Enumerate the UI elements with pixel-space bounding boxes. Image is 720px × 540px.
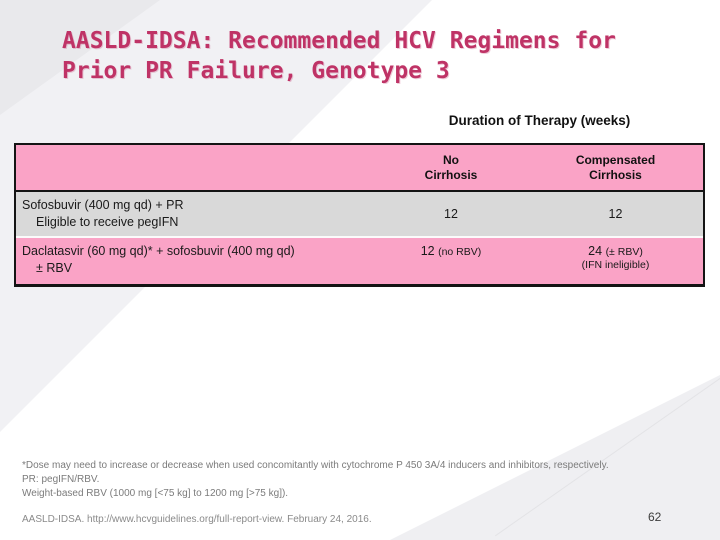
citation: AASLD-IDSA. http://www.hcvguidelines.org… xyxy=(22,514,372,525)
table-caption: Duration of Therapy (weeks) xyxy=(448,113,631,128)
regimen-label-line2: Eligible to receive pegIFN xyxy=(36,215,179,229)
footnote-pr: PR: pegIFN/RBV. xyxy=(22,474,100,485)
value-daclatasvir-compensated: 24 (± RBV) (IFN ineligible) xyxy=(528,238,703,284)
regimen-label-line1: Daclatasvir (60 mg qd)* + sofosbuvir (40… xyxy=(22,244,295,258)
regimen-label-line1: Sofosbuvir (400 mg qd) + PR xyxy=(22,198,184,212)
corner-decoration-bottom-right xyxy=(390,375,720,540)
slide-title-line-1: AASLD-IDSA: Recommended HCV Regimens for xyxy=(62,28,616,54)
footnote-rbv: Weight-based RBV (1000 mg [<75 kg] to 12… xyxy=(22,488,289,499)
footnotes: *Dose may need to increase or decrease w… xyxy=(22,459,714,501)
header-compensated-line2: Cirrhosis xyxy=(589,167,642,182)
regimen-label-daclatasvir: Daclatasvir (60 mg qd)* + sofosbuvir (40… xyxy=(16,238,374,284)
slide-title-line-2: Prior PR Failure, Genotype 3 xyxy=(62,58,450,84)
table-row-daclatasvir: Daclatasvir (60 mg qd)* + sofosbuvir (40… xyxy=(16,236,703,284)
footnote-dose: *Dose may need to increase or decrease w… xyxy=(22,460,609,471)
regimen-label-sofosbuvir: Sofosbuvir (400 mg qd) + PR Eligible to … xyxy=(16,192,374,236)
value-note: (± RBV) xyxy=(605,246,643,258)
header-no-cirrhosis-line2: Cirrhosis xyxy=(424,167,478,182)
header-cell-regimen xyxy=(16,145,374,190)
regimen-table: No Cirrhosis Compensated Cirrhosis Sofos… xyxy=(14,143,705,287)
value-sofosbuvir-compensated: 12 xyxy=(608,207,623,221)
value-sofosbuvir-no-cirrhosis: 12 xyxy=(444,207,458,221)
regimen-label-line2: ± RBV xyxy=(36,261,73,275)
value-note: (no RBV) xyxy=(438,246,482,258)
header-no-cirrhosis-line1: No xyxy=(443,152,459,167)
value-main: 12 xyxy=(420,244,435,258)
page-number: 62 xyxy=(648,510,662,524)
header-cell-compensated-cirrhosis: Compensated Cirrhosis xyxy=(528,145,703,190)
value-main-and-note: 24 (± RBV) xyxy=(588,244,643,259)
value-main: 24 xyxy=(588,244,603,258)
table-row-sofosbuvir: Sofosbuvir (400 mg qd) + PR Eligible to … xyxy=(16,192,703,236)
slide-title: AASLD-IDSA: Recommended HCV Regimens for… xyxy=(62,26,616,86)
header-compensated-line1: Compensated xyxy=(575,152,656,167)
header-cell-no-cirrhosis: No Cirrhosis xyxy=(374,145,528,190)
value-subnote-ifn-ineligible: (IFN ineligible) xyxy=(581,259,650,271)
table-header-row: No Cirrhosis Compensated Cirrhosis xyxy=(16,145,703,192)
value-main-and-note: 12 (no RBV) xyxy=(421,244,482,259)
value-daclatasvir-no-cirrhosis: 12 (no RBV) xyxy=(374,238,528,284)
